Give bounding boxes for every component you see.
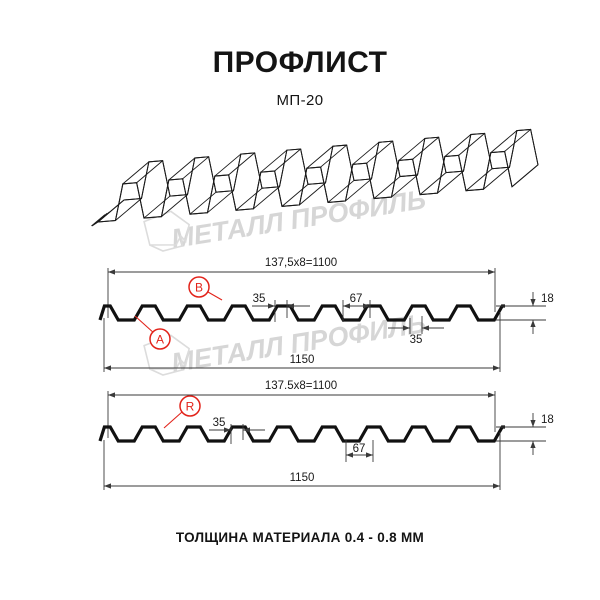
marker-A: A xyxy=(134,315,171,350)
dim-35-upper-2 xyxy=(209,424,265,444)
watermark-text-upper: МЕТАЛЛ ПРОФИЛЬ xyxy=(169,184,428,254)
dim-label-35-upper-2: 35 xyxy=(213,417,226,429)
marker-A-label: A xyxy=(156,333,164,347)
dim-label-bottom-overall-2: 1150 xyxy=(290,472,315,484)
dim-lines-top-2 xyxy=(107,391,496,438)
dim-18-right-2 xyxy=(496,413,546,455)
title-block: ПРОФЛИСТ МП-20 xyxy=(0,46,600,110)
page-title: ПРОФЛИСТ xyxy=(212,46,388,79)
marker-R-label: R xyxy=(186,400,195,414)
material-thickness-note: ТОЛЩИНА МАТЕРИАЛА 0.4 - 0.8 ММ xyxy=(175,530,425,545)
dim-label-18-right-2: 18 xyxy=(541,414,554,426)
watermark-logo-lower xyxy=(143,334,190,376)
dim-label-bottom-overall-1: 1150 xyxy=(290,354,315,366)
dim-lines-bottom-2 xyxy=(103,432,501,490)
dim-label-67-upper-1: 67 xyxy=(350,293,363,305)
dim-label-67-lower-2: 67 xyxy=(353,443,366,455)
dim-lines-bottom-1 xyxy=(103,312,501,372)
dim-67-upper-1 xyxy=(342,300,371,322)
model-subtitle: МП-20 xyxy=(276,92,324,109)
profile-outline-bottom xyxy=(98,425,505,443)
profile-outline-top xyxy=(98,304,505,322)
dim-35-upper-1 xyxy=(252,300,310,322)
marker-R: R xyxy=(163,395,201,429)
dim-label-top-overall-2: 137.5x8=1100 xyxy=(265,380,337,392)
dim-18-right-1 xyxy=(496,292,546,334)
dim-label-35-lower-1: 35 xyxy=(410,334,423,346)
marker-B: B xyxy=(188,276,223,301)
dim-label-top-overall-1: 137,5x8=1100 xyxy=(265,257,337,269)
dim-67-lower-2 xyxy=(345,440,374,462)
watermark-text-lower: МЕТАЛЛ ПРОФИЛЬ xyxy=(169,308,428,378)
dim-35-lower-1 xyxy=(388,316,444,334)
dim-label-35-upper-1: 35 xyxy=(253,293,266,305)
marker-B-label: B xyxy=(195,281,203,295)
watermark-logo-upper xyxy=(143,210,190,252)
dim-lines-top-1 xyxy=(107,268,496,318)
dim-label-18-right-1: 18 xyxy=(541,293,554,305)
